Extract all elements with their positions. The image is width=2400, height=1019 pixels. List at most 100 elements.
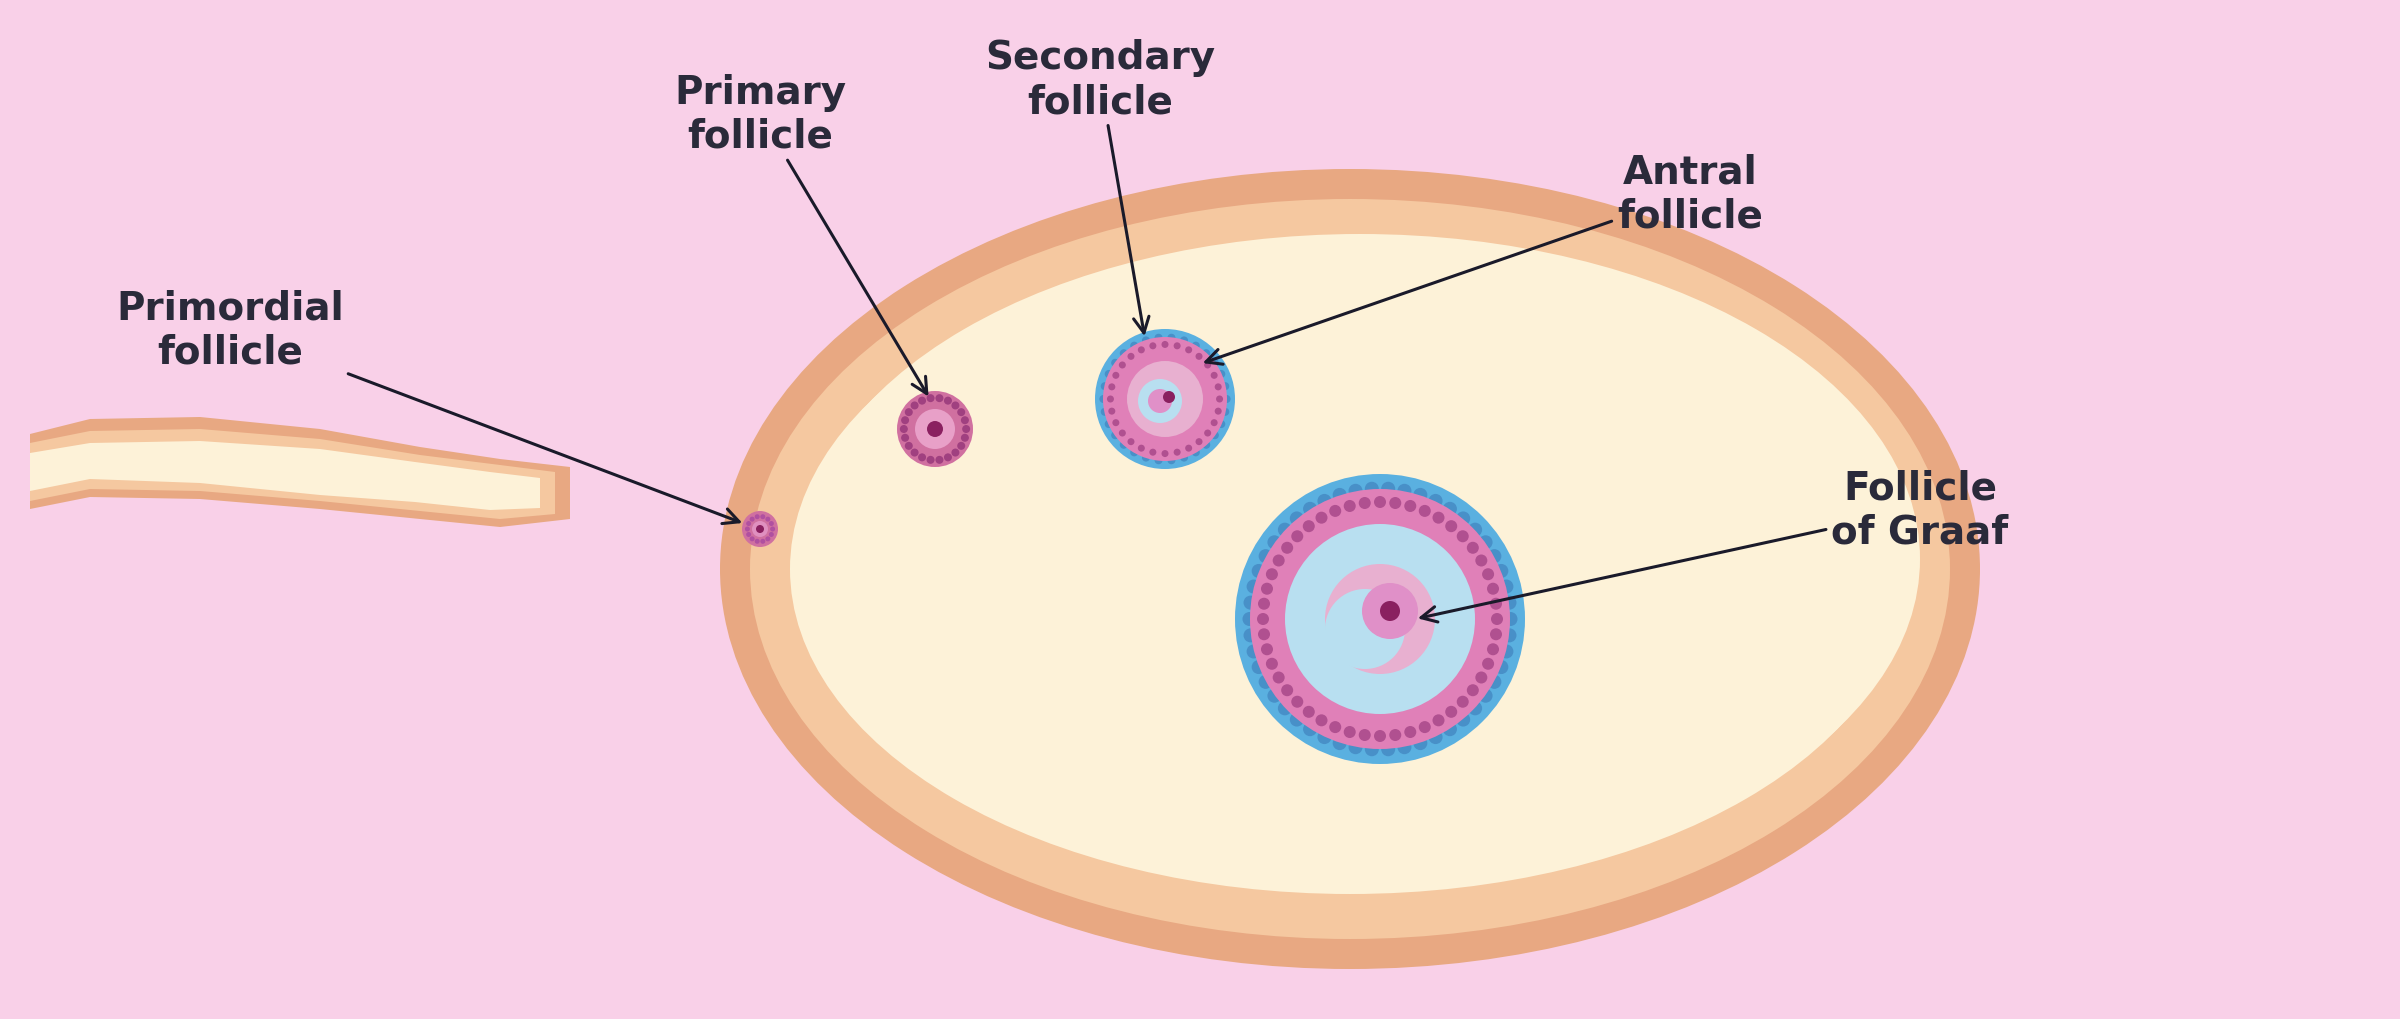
Circle shape (1502, 612, 1517, 627)
Circle shape (1174, 343, 1181, 350)
Circle shape (749, 537, 754, 542)
Circle shape (1150, 343, 1157, 350)
Circle shape (1478, 536, 1493, 550)
Circle shape (1488, 549, 1502, 564)
Circle shape (1250, 489, 1510, 749)
Circle shape (1442, 722, 1457, 737)
Circle shape (1094, 330, 1236, 470)
Circle shape (919, 397, 926, 406)
Circle shape (1457, 512, 1471, 526)
Circle shape (1142, 337, 1150, 345)
Circle shape (1404, 500, 1416, 513)
Circle shape (1390, 730, 1402, 741)
Circle shape (1488, 676, 1502, 689)
Circle shape (754, 539, 761, 544)
Circle shape (1102, 409, 1109, 417)
Circle shape (926, 422, 943, 437)
Circle shape (1186, 445, 1193, 452)
Circle shape (1212, 432, 1219, 440)
Circle shape (1253, 660, 1265, 675)
Circle shape (1166, 334, 1176, 342)
Circle shape (1397, 484, 1411, 498)
Circle shape (1236, 475, 1524, 764)
Circle shape (1243, 629, 1258, 643)
Circle shape (1457, 696, 1469, 708)
Circle shape (1111, 420, 1118, 427)
Circle shape (1380, 601, 1399, 622)
Circle shape (1181, 454, 1188, 463)
Circle shape (1150, 449, 1157, 457)
Ellipse shape (720, 170, 1980, 969)
Circle shape (943, 453, 953, 462)
Circle shape (1373, 496, 1387, 508)
Circle shape (1325, 565, 1435, 675)
Circle shape (1272, 672, 1284, 684)
Circle shape (910, 403, 919, 410)
Circle shape (950, 403, 960, 410)
Circle shape (960, 434, 970, 442)
Circle shape (1500, 580, 1514, 594)
Circle shape (1118, 430, 1126, 437)
Circle shape (1260, 644, 1272, 655)
Circle shape (1363, 584, 1418, 639)
Circle shape (950, 449, 960, 458)
Circle shape (1128, 362, 1202, 437)
Circle shape (1214, 384, 1222, 391)
Circle shape (1104, 371, 1114, 379)
Circle shape (1291, 531, 1303, 543)
Circle shape (1222, 409, 1229, 417)
Circle shape (1433, 513, 1445, 524)
Circle shape (1318, 731, 1332, 744)
Circle shape (1325, 589, 1404, 669)
Circle shape (751, 522, 768, 537)
Circle shape (746, 533, 751, 537)
Circle shape (1109, 409, 1116, 415)
Circle shape (1210, 373, 1217, 379)
Circle shape (1164, 391, 1176, 404)
Circle shape (905, 442, 912, 450)
Circle shape (1181, 337, 1188, 345)
Circle shape (746, 522, 751, 527)
Circle shape (1243, 596, 1258, 610)
Circle shape (1490, 598, 1502, 610)
Circle shape (761, 515, 766, 520)
Circle shape (1246, 645, 1260, 659)
Circle shape (768, 533, 773, 537)
Circle shape (770, 527, 775, 532)
Circle shape (1130, 449, 1138, 457)
Circle shape (1109, 384, 1116, 391)
Circle shape (1205, 362, 1212, 369)
Circle shape (1490, 629, 1502, 641)
Circle shape (1258, 676, 1272, 689)
Circle shape (1457, 713, 1471, 727)
Circle shape (1318, 494, 1332, 508)
Circle shape (1358, 730, 1370, 741)
Circle shape (1195, 439, 1202, 445)
Circle shape (936, 394, 943, 403)
Circle shape (1138, 347, 1145, 354)
Circle shape (754, 515, 761, 520)
Circle shape (1366, 482, 1380, 496)
Circle shape (1106, 396, 1114, 404)
Circle shape (1277, 702, 1291, 715)
Circle shape (1258, 549, 1272, 564)
Circle shape (1104, 337, 1226, 462)
Polygon shape (29, 441, 540, 511)
Circle shape (926, 457, 934, 465)
Circle shape (1303, 722, 1318, 737)
Circle shape (1428, 731, 1442, 744)
Circle shape (1128, 354, 1135, 361)
Circle shape (1118, 362, 1126, 369)
Circle shape (1099, 395, 1106, 404)
Ellipse shape (799, 234, 1920, 884)
Circle shape (1373, 731, 1387, 742)
Circle shape (1154, 457, 1162, 465)
Circle shape (761, 539, 766, 544)
Circle shape (1490, 613, 1502, 626)
Circle shape (1222, 383, 1229, 391)
Circle shape (1138, 380, 1183, 424)
Circle shape (1502, 596, 1517, 610)
Circle shape (744, 527, 749, 532)
Circle shape (1291, 696, 1303, 708)
Circle shape (910, 449, 919, 458)
